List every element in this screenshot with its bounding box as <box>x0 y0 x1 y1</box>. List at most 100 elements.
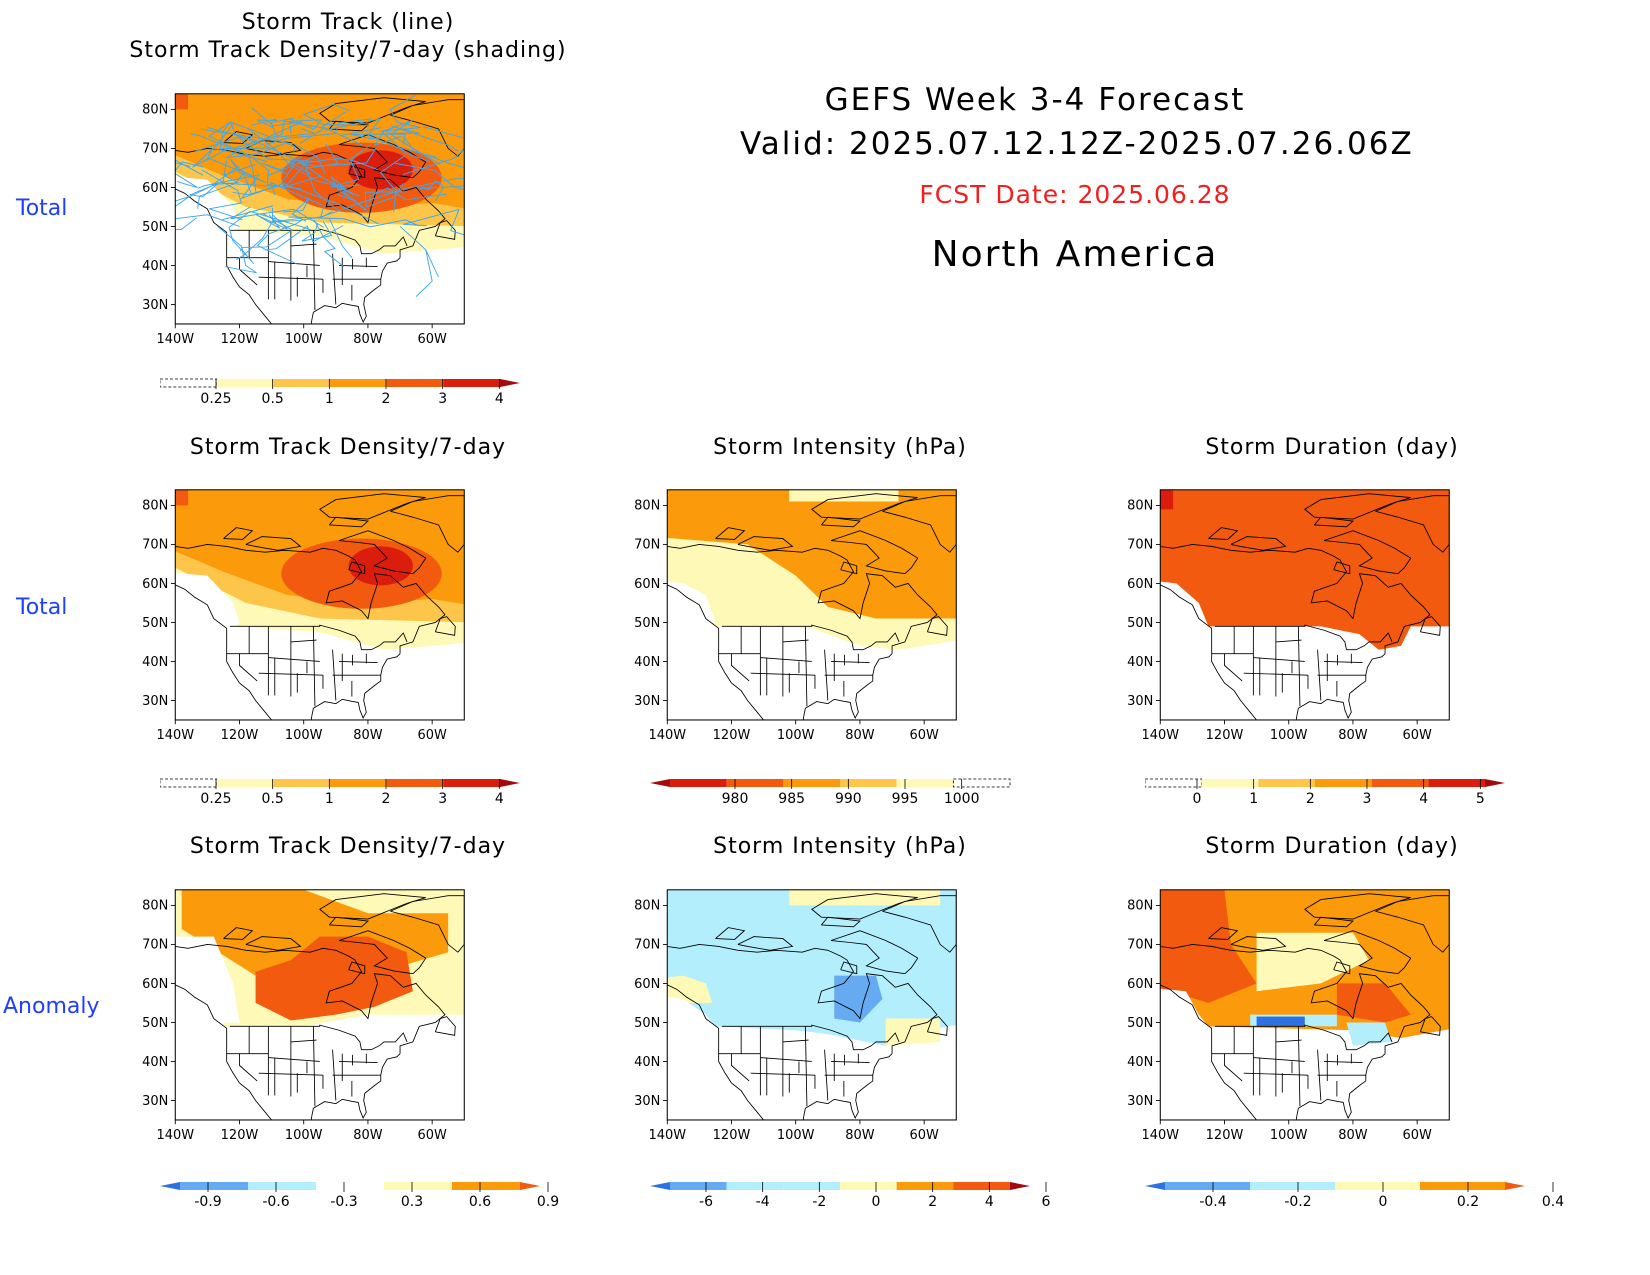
coastline-boundary <box>268 1057 320 1062</box>
coastline-boundary <box>239 653 258 682</box>
colorbar-swatch <box>1250 1182 1335 1190</box>
lon-tick-label: 120W <box>1206 728 1244 743</box>
storm-track-line <box>288 216 419 228</box>
colorbar-label: 980 <box>722 791 749 807</box>
lon-tick-label: 100W <box>1270 1128 1308 1143</box>
lon-tick-label: 100W <box>777 1128 815 1143</box>
colorbar-5-svg: -0.9 -0.6 -0.3 0.3 0.6 0.9 <box>160 1182 559 1210</box>
colorbar-label: 0 <box>1379 1194 1388 1210</box>
lon-tick-label: 140W <box>1141 728 1179 743</box>
storm-track-line <box>175 159 204 176</box>
lon-tick-label: 80W <box>353 1128 383 1143</box>
lon-tick-label: 140W <box>156 332 194 347</box>
colorbar-label: 995 <box>892 791 919 807</box>
coastline-boundary <box>1224 1053 1243 1082</box>
coastline-boundary <box>312 230 316 311</box>
lon-tick-label: 60W <box>1402 1128 1432 1143</box>
storm-track-line <box>197 172 252 209</box>
coastline-boundary <box>763 716 805 720</box>
lat-tick-label: 50N <box>142 1016 168 1031</box>
coastline-boundary <box>715 927 746 940</box>
colorbar-label: 990 <box>835 791 862 807</box>
coastline-boundary <box>223 927 254 940</box>
coastline-boundary <box>1323 930 1412 975</box>
coastline-boundary <box>338 930 427 975</box>
colorbar-swatch <box>1165 1182 1250 1190</box>
coastline-boundary <box>811 893 918 920</box>
colorbar-swatch <box>1010 1182 1030 1190</box>
lat-tick-label: 60N <box>634 977 660 992</box>
coastline-boundary <box>1256 716 1298 720</box>
shading-region-0 <box>667 889 957 1046</box>
colorbar-7-svg: -0.4 -0.2 0 0.2 0.4 <box>1145 1182 1564 1210</box>
colorbar-swatch <box>1145 1182 1165 1190</box>
lat-tick-label: 70N <box>142 538 168 553</box>
storm-track-line <box>211 164 256 186</box>
coastline-boundary <box>1253 657 1305 662</box>
storm-track-line <box>328 218 353 258</box>
colorbar-duration-total: 0 1 2 3 4 5 <box>1145 777 1565 807</box>
storm-track-line <box>301 221 333 242</box>
panel-1-svg: 80N 70N 60N 50N 40N 30N 140W 120W 100W 80W 60W <box>142 93 465 347</box>
coastline-boundary <box>1230 936 1287 951</box>
lon-tick-label: 100W <box>777 728 815 743</box>
lon-tick-label: 100W <box>1270 728 1308 743</box>
colorbar-density-total-2: 0.25 0.5 1 2 3 4 <box>160 777 580 807</box>
lat-tick-label: 40N <box>634 1055 660 1070</box>
coastline-boundary <box>239 1053 258 1082</box>
coastline-boundary <box>1375 495 1450 553</box>
colorbar-swatch <box>726 779 784 787</box>
lat-tick-label: 50N <box>1127 1016 1153 1031</box>
coastline-boundary <box>821 916 861 928</box>
coastline-boundary <box>926 1016 948 1036</box>
colorbar-label: 0.3 <box>401 1194 423 1210</box>
coastline-boundary <box>1230 536 1287 551</box>
coastline-boundary <box>290 1039 317 1043</box>
coastline-boundary <box>750 1072 815 1076</box>
coastline-boundary <box>434 220 456 240</box>
shading-region-2 <box>667 975 713 1003</box>
map-storm-track-density-lines: 80N 70N 60N 50N 40N 30N 140W 120W 100W 80W 60W <box>142 74 466 368</box>
coastline-boundary <box>339 661 378 664</box>
lat-tick-label: 30N <box>142 298 168 313</box>
storm-track-line <box>330 175 357 202</box>
coastline-boundary <box>290 639 317 643</box>
lat-tick-label: 30N <box>1127 694 1153 709</box>
lon-tick-label: 80W <box>1338 728 1368 743</box>
lat-tick-label: 60N <box>634 577 660 592</box>
coastline-boundary <box>339 265 378 268</box>
lat-tick-label: 80N <box>142 499 168 514</box>
colorbar-6-svg: -6 -4 -2 0 2 4 6 <box>650 1182 1051 1210</box>
coastline-boundary <box>175 984 272 1120</box>
storm-track-line <box>230 206 324 228</box>
colorbar-swatch <box>520 1182 540 1190</box>
colorbar-swatch <box>180 1182 248 1190</box>
coastline-boundary <box>830 530 919 575</box>
coastline-boundary <box>348 561 366 575</box>
coastline-boundary <box>1214 624 1393 651</box>
colorbar-swatch <box>443 779 500 787</box>
lat-tick-label: 30N <box>634 1094 660 1109</box>
lat-tick-label: 70N <box>634 938 660 953</box>
coastline-boundary <box>245 536 302 551</box>
colorbar-swatch <box>160 778 218 788</box>
colorbar-intensity-anomaly: -6 -4 -2 0 2 4 6 <box>650 1180 1070 1210</box>
colorbar-label: 0.4 <box>1542 1194 1564 1210</box>
coastline-boundary <box>667 943 938 1054</box>
valid-period: Valid: 2025.07.12.12Z-2025.07.26.06Z <box>740 126 1414 162</box>
coastline-boundary <box>1160 943 1431 1054</box>
coastline-boundary <box>831 661 870 664</box>
colorbar-label: 0 <box>872 1194 881 1210</box>
coastline-boundary <box>1243 672 1308 676</box>
colorbar-swatch <box>783 1182 840 1190</box>
storm-track-line <box>419 185 465 190</box>
coastline-boundary <box>258 1072 323 1076</box>
lat-tick-label: 30N <box>142 694 168 709</box>
lat-tick-label: 40N <box>142 259 168 274</box>
lat-tick-label: 50N <box>634 616 660 631</box>
colorbar-label: 1 <box>325 391 334 407</box>
panel-1-title-line2: Storm Track Density/7-day (shading) <box>129 38 567 63</box>
shading-region-1 <box>789 889 941 906</box>
colorbar-label: -6 <box>699 1194 713 1210</box>
lat-tick-label: 80N <box>634 899 660 914</box>
